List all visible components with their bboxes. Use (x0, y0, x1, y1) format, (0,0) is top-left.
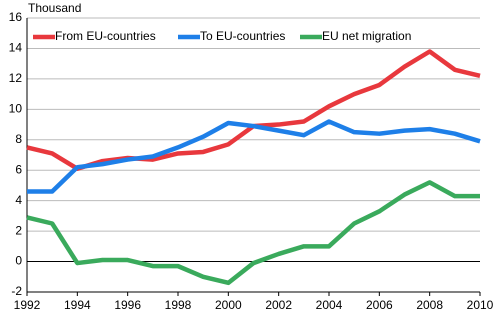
x-tick-label: 2002 (265, 298, 292, 312)
y-tick-label: 0 (15, 254, 22, 268)
y-tick-label: 10 (9, 102, 23, 116)
legend-label: To EU-countries (200, 29, 285, 43)
data-line (27, 119, 481, 194)
x-tick-label: 2010 (467, 298, 494, 312)
x-tick-label: 1998 (165, 298, 192, 312)
legend-label: From EU-countries (55, 29, 156, 43)
y-tick-label: 16 (9, 10, 23, 24)
y-tick-label: 4 (15, 193, 22, 207)
data-line (26, 180, 480, 286)
x-tick-label: 2004 (316, 298, 343, 312)
y-tick-label: 8 (15, 132, 22, 146)
y-tick-label: 14 (9, 41, 23, 55)
x-tick-label: 2008 (416, 298, 443, 312)
x-tick-label: 2006 (366, 298, 393, 312)
y-tick-label: 6 (15, 162, 22, 176)
data-line (26, 49, 481, 171)
y-tick-label: 2 (15, 223, 22, 237)
x-tick-label: 1996 (114, 298, 141, 312)
legend-label: EU net migration (322, 29, 411, 43)
y-axis-label: Thousand (28, 1, 81, 15)
x-tick-label: 2000 (215, 298, 242, 312)
x-tick-label: 1992 (14, 298, 41, 312)
x-tick-label: 1994 (64, 298, 91, 312)
y-tick-label: 12 (9, 71, 23, 85)
y-tick-label: -2 (11, 284, 22, 298)
